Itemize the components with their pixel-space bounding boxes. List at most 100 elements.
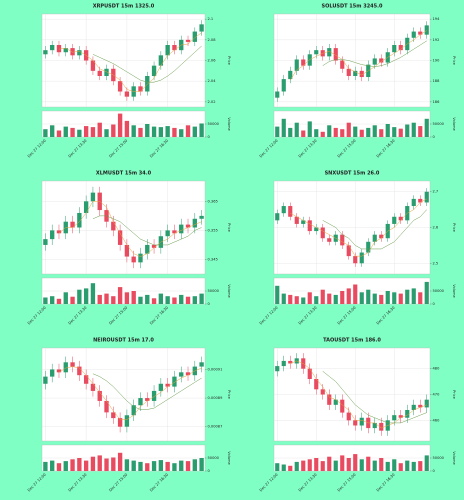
candle-body [70, 362, 75, 367]
volume-axis-label: Volume [227, 284, 231, 298]
volume-bar [301, 297, 306, 304]
moving-average-line [322, 371, 427, 424]
volume-bar [294, 122, 299, 137]
candle-body [392, 415, 397, 421]
candle-body [424, 25, 429, 35]
volume-bar [138, 296, 143, 304]
candle-body [179, 372, 184, 377]
volume-bar [97, 122, 102, 137]
x-tick-label: Dec 27 16:30 [149, 472, 169, 492]
candle-body [372, 422, 377, 429]
volume-bar [117, 452, 123, 471]
candle-body [165, 383, 170, 387]
moving-average-line [290, 198, 427, 257]
candle-body [151, 65, 157, 76]
candle-body [179, 224, 184, 234]
y-tick-label: 470 [433, 393, 441, 397]
volume-bar [372, 125, 377, 137]
volume-bar [411, 461, 416, 471]
volume-bar [145, 294, 150, 304]
candle-body [111, 412, 116, 419]
volume-bar [366, 127, 371, 137]
candle-body [90, 60, 96, 71]
x-tick-label: Dec 27 16:30 [149, 305, 169, 325]
volume-bar [333, 460, 338, 471]
candle-body [97, 70, 102, 76]
candle-body [398, 415, 403, 418]
volume-bar [275, 463, 280, 471]
volume-bar [185, 296, 191, 304]
y-tick-label: 2.1 [208, 17, 214, 21]
x-tick-label: Dec 27 15:00 [337, 305, 357, 325]
candle-body [405, 410, 410, 418]
candle-body [199, 362, 204, 367]
candle-body [346, 412, 351, 421]
candle-body [275, 213, 280, 221]
candle-body [411, 31, 416, 38]
volume-bar [83, 460, 89, 471]
volume-bar [185, 461, 191, 471]
volume-bar [418, 461, 423, 471]
volume-bar [307, 121, 312, 137]
volume-bar [424, 455, 429, 471]
volume-bar [424, 118, 429, 137]
y-tick-label: 0.00087 [208, 425, 223, 429]
volume-bar [97, 455, 102, 471]
volume-tick-label: 50000 [208, 289, 220, 293]
x-tick-label: Dec 27 13:30 [68, 138, 88, 158]
x-tick-label: Dec 27 16:30 [376, 305, 396, 325]
candle-body [333, 48, 338, 61]
candle-body [418, 198, 423, 203]
y-tick-label: 2.08 [208, 38, 217, 42]
volume-bar [333, 294, 338, 304]
y-tick-label: 188 [433, 79, 441, 83]
candle-body [301, 220, 306, 224]
candle-body [314, 379, 319, 390]
candle-body [314, 227, 319, 232]
candle-body [314, 50, 319, 55]
candle-body [151, 244, 157, 248]
x-tick-label: Dec 27 15:00 [337, 472, 357, 492]
candle-body [281, 360, 286, 367]
y-tick-label: 2.02 [208, 100, 216, 104]
candle-body [288, 360, 293, 364]
volume-bar [281, 464, 286, 471]
volume-bar [185, 125, 191, 137]
candle-body [63, 48, 68, 53]
candle-body [379, 234, 384, 239]
moving-average-line [92, 215, 202, 246]
volume-bar [359, 292, 364, 304]
volume-bar [179, 460, 184, 471]
candle-body [151, 390, 157, 401]
y-tick-label: 0.00091 [208, 367, 223, 371]
volume-bar [43, 129, 48, 137]
x-tick-label: Dec 27 13:30 [298, 138, 318, 158]
x-tick-label: Dec 27 12:00 [27, 472, 47, 492]
candle-body [83, 375, 89, 384]
volume-bar [111, 296, 116, 304]
volume-bar [192, 296, 197, 304]
x-tick-label: Dec 27 16:30 [376, 138, 396, 158]
candle-body [104, 68, 109, 76]
candle-body [165, 45, 170, 56]
volume-bar [288, 127, 293, 137]
x-tick-label: Dec 27 12:00 [259, 472, 279, 492]
candle-body [70, 221, 75, 228]
candle-body [77, 212, 82, 228]
x-tick-label: Dec 27 15:00 [108, 305, 128, 325]
moving-average-line [58, 201, 202, 257]
moving-average-line [290, 360, 427, 429]
candle-body [145, 76, 150, 92]
volume-bar [56, 130, 62, 137]
volume-tick-label: 50000 [433, 289, 445, 293]
candle-body [294, 216, 299, 224]
candle-body [165, 230, 170, 237]
y-axis-label: Price [227, 56, 231, 66]
volume-bar [172, 297, 177, 304]
volume-bar [288, 465, 293, 471]
candle-body [185, 372, 191, 376]
candle-body [70, 48, 75, 56]
volume-bar [301, 130, 306, 137]
volume-bar [138, 461, 143, 471]
candle-body [366, 241, 371, 253]
